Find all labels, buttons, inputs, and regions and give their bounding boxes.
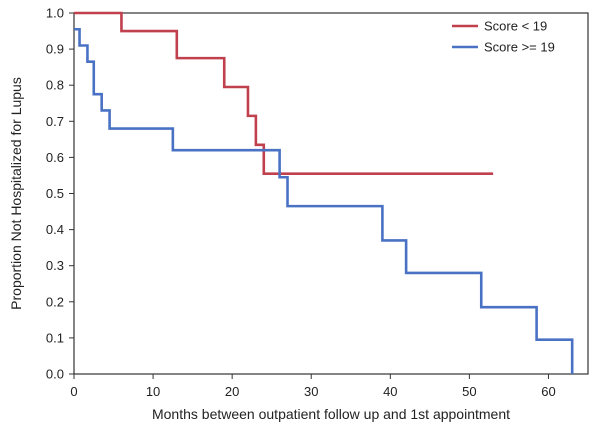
y-tick-label: 1.0 — [46, 6, 64, 21]
series-line-2 — [74, 27, 574, 374]
x-axis-label: Months between outpatient follow up and … — [152, 406, 510, 422]
y-axis-label: Proportion Not Hospitalized for Lupus — [8, 77, 24, 310]
series-line-1 — [74, 11, 494, 175]
legend-label-2: Score >= 19 — [484, 40, 555, 55]
y-tick-label: 0.9 — [46, 42, 64, 57]
y-tick-label: 0.3 — [46, 258, 64, 273]
x-tick-label: 60 — [541, 384, 555, 399]
x-tick-label: 30 — [304, 384, 318, 399]
y-tick-label: 0.8 — [46, 78, 64, 93]
y-tick-label: 0.7 — [46, 114, 64, 129]
y-tick-label: 0.1 — [46, 330, 64, 345]
y-tick-label: 0.4 — [46, 222, 64, 237]
x-tick-label: 50 — [462, 384, 476, 399]
legend: Score < 19 Score >= 19 — [452, 19, 555, 55]
x-tick-label: 40 — [383, 384, 397, 399]
x-tick-label: 10 — [146, 384, 160, 399]
y-tick-label: 0.5 — [46, 186, 64, 201]
y-tick-label: 0.0 — [46, 367, 64, 382]
x-axis-ticks: 0 10 20 30 40 50 60 — [70, 374, 556, 399]
y-axis-ticks: 0.0 0.1 0.2 0.3 0.4 0.5 0.6 0.7 0.8 0.9 1.0 — [46, 6, 74, 382]
legend-label-1: Score < 19 — [484, 19, 547, 34]
series-lines — [74, 11, 574, 374]
y-tick-label: 0.6 — [46, 150, 64, 165]
x-tick-label: 0 — [70, 384, 77, 399]
x-tick-label: 20 — [225, 384, 239, 399]
y-tick-label: 0.2 — [46, 294, 64, 309]
